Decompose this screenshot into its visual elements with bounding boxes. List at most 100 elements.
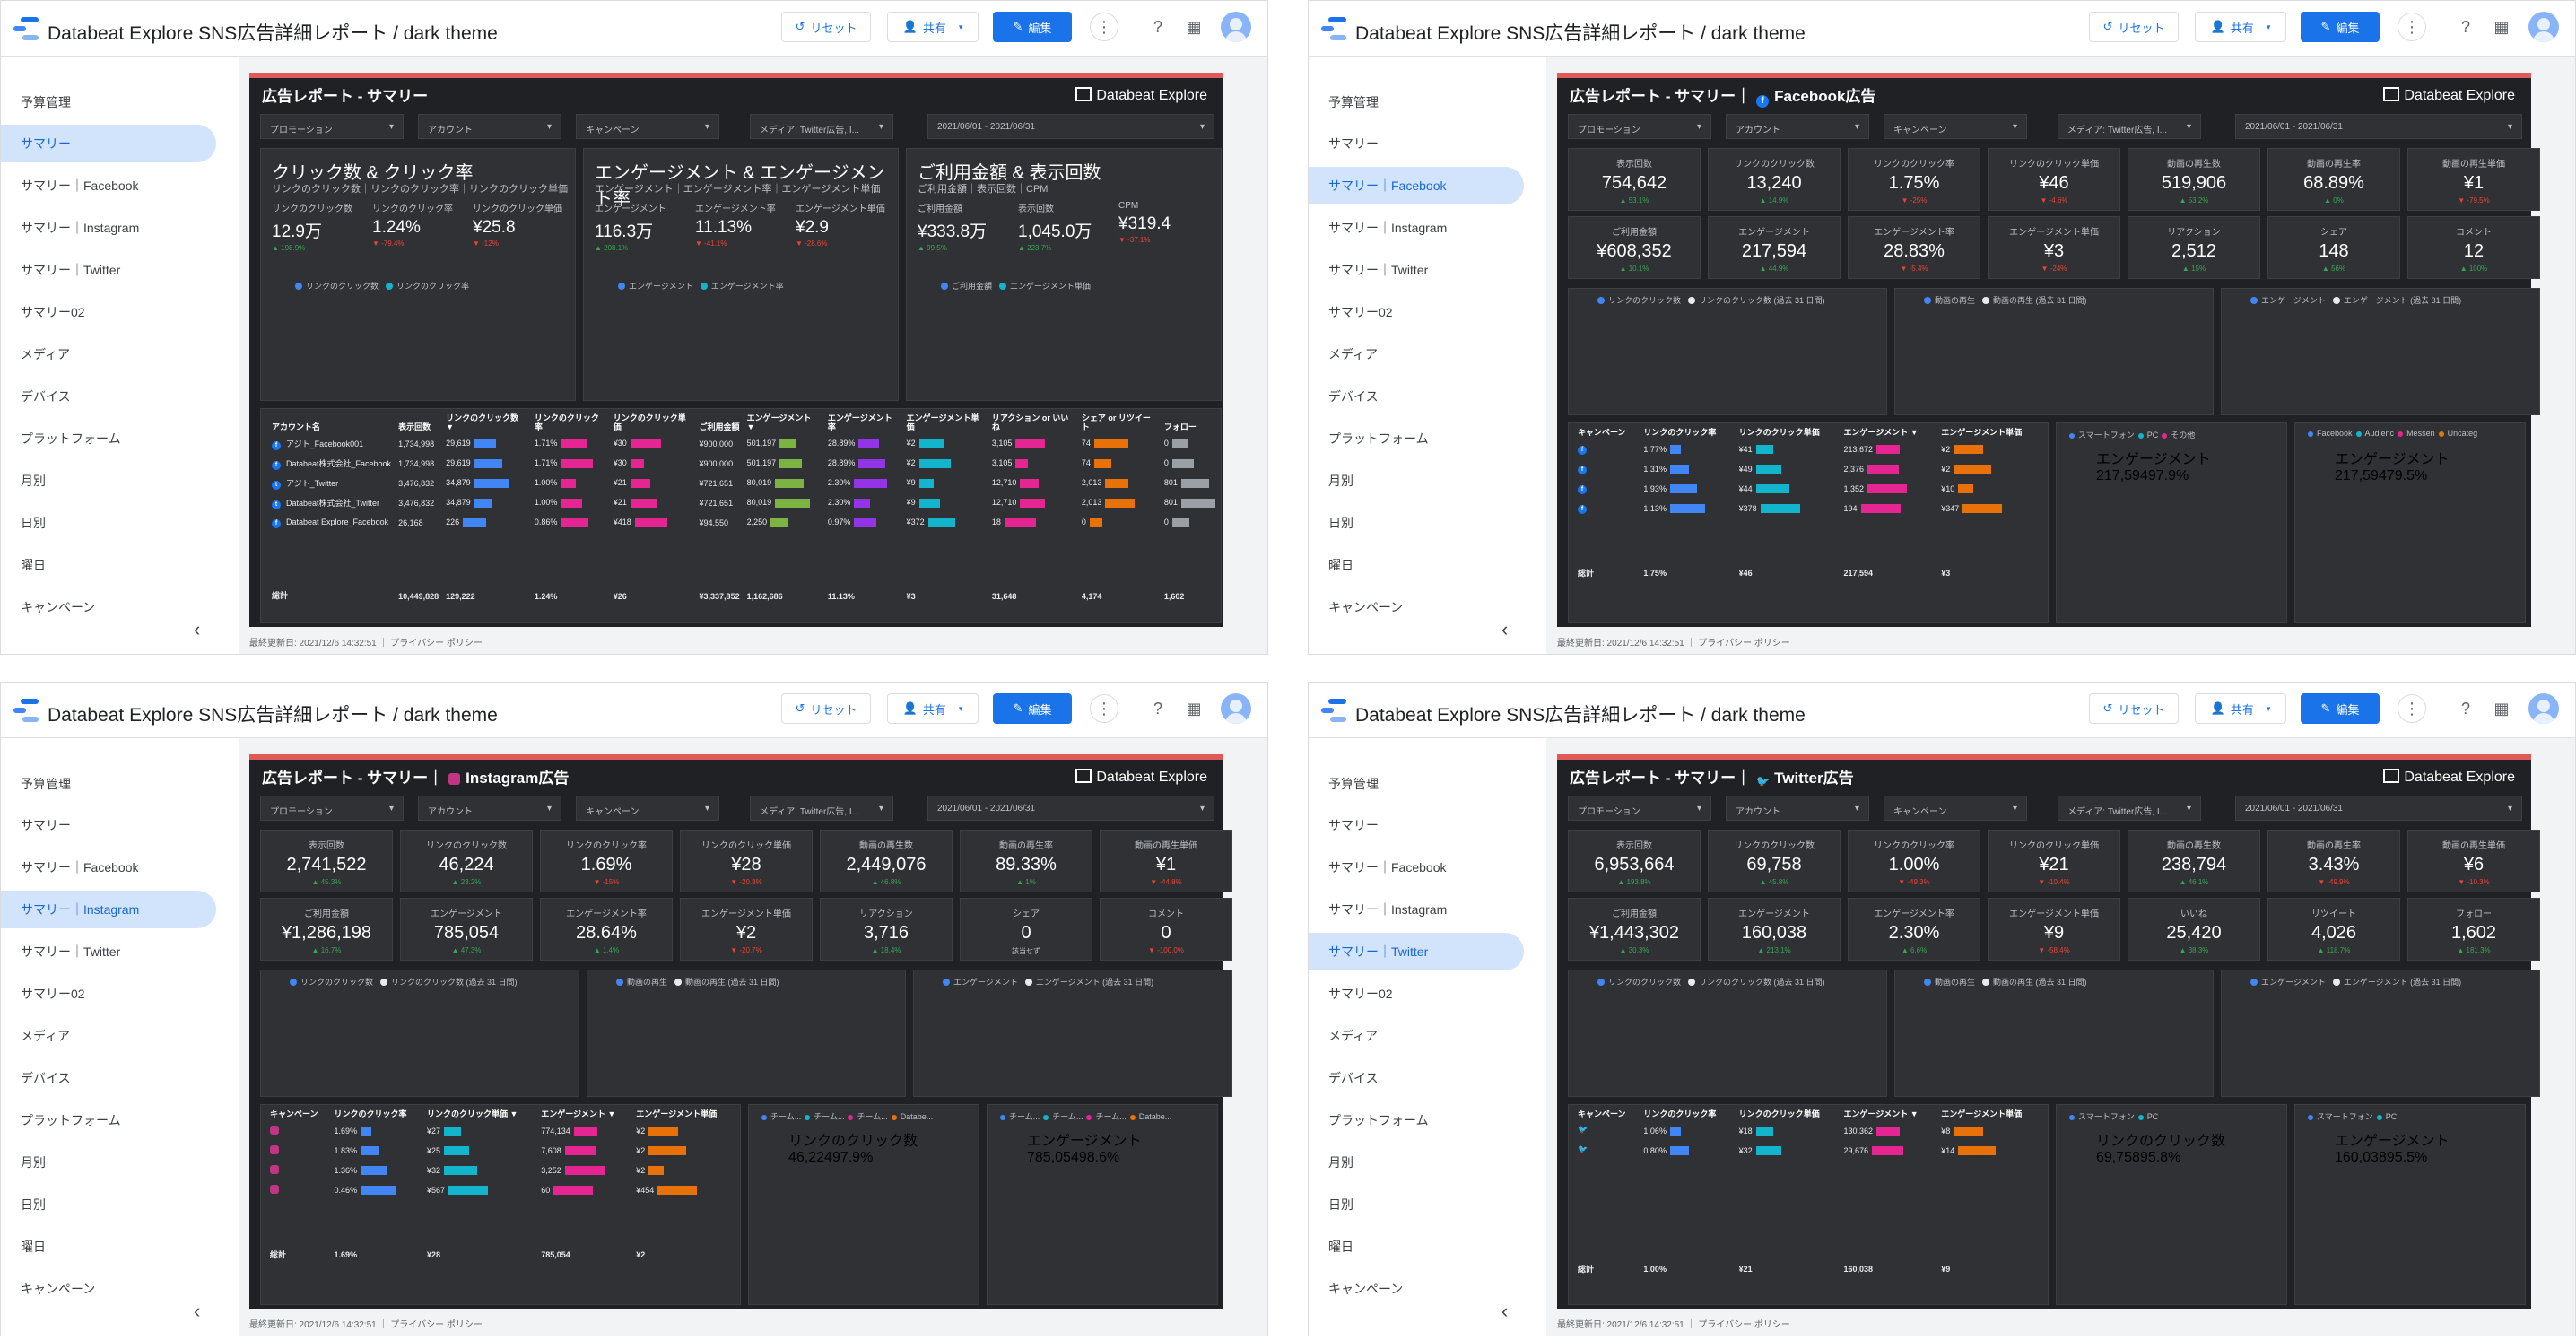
filter-date[interactable]: 2021/06/01 - 2021/06/31 ▾ [927, 114, 1214, 139]
edit-button[interactable]: ✎ 編集 [993, 12, 1072, 42]
table-row[interactable]: t Databeat株式会社_Twitter 3,476,832 34,879 1.00… [268, 493, 1219, 513]
share-button[interactable]: 👤 共有 ▾ [887, 693, 979, 724]
nav-item[interactable]: キャンペーン [21, 600, 96, 614]
table-row[interactable]: f 1.13% ¥378 194 ¥347 [1574, 499, 2042, 518]
nav-item[interactable]: 月別 [21, 1155, 46, 1170]
nav-item[interactable]: 予算管理 [21, 777, 71, 791]
nav-item[interactable]: サマリー｜Facebook [1328, 860, 1447, 874]
table-row[interactable]: t アジト_Twitter 3,476,832 34,879 1.00% ¥21 ¥721,… [268, 474, 1219, 493]
column-header[interactable]: リンクのクリック単価 [1738, 1109, 1820, 1118]
filter-date[interactable]: 2021/06/01 - 2021/06/31 ▾ [927, 796, 1214, 821]
column-header[interactable]: リンクのクリック率 [334, 1109, 407, 1118]
nav-item[interactable]: サマリー02 [1328, 987, 1393, 1001]
collapse-sidebar-icon[interactable]: ‹ [194, 618, 201, 640]
nav-item[interactable]: デバイス [1328, 389, 1379, 404]
nav-item[interactable]: サマリー｜Twitter [21, 263, 121, 277]
nav-item[interactable]: サマリー [1328, 818, 1379, 832]
nav-item[interactable]: キャンペーン [21, 1282, 96, 1296]
table-row[interactable]: f Databeat株式会社_Facebook 1,734,998 29,619 1.7… [268, 454, 1219, 474]
nav-item[interactable]: サマリー [1328, 136, 1379, 151]
nav-item[interactable]: デバイス [21, 1071, 71, 1085]
column-header[interactable]: 表示回数 [398, 422, 431, 431]
share-button[interactable]: 👤 共有 ▾ [2195, 12, 2286, 42]
nav-item[interactable]: サマリー｜Instagram [1328, 902, 1448, 917]
table-row[interactable]: 1.69% ¥27 774,134 ¥2 [266, 1121, 735, 1141]
collapse-sidebar-icon[interactable]: ‹ [1501, 1300, 1509, 1322]
help-icon[interactable]: ? [1153, 17, 1162, 36]
nav-item[interactable]: デバイス [21, 389, 71, 404]
filter-account[interactable]: アカウント ▾ [1726, 114, 1869, 139]
column-header[interactable]: エンゲージメント単価 [906, 413, 979, 431]
column-header[interactable]: キャンペーン [270, 1109, 318, 1118]
share-button[interactable]: 👤 共有 ▾ [2195, 693, 2286, 724]
edit-button[interactable]: ✎ 編集 [2301, 693, 2380, 724]
apps-grid-icon[interactable]: ▦ [1186, 17, 1202, 36]
help-icon[interactable]: ? [1153, 699, 1162, 718]
column-header[interactable]: エンゲージメント単価 [1941, 1109, 2023, 1118]
filter-promotion[interactable]: プロモーション ▾ [260, 114, 404, 139]
filter-media[interactable]: メディア: Twitter広告, I... ▾ [2058, 114, 2201, 139]
avatar[interactable] [2528, 12, 2559, 42]
column-header[interactable]: リンクのクリック単価 ▼ [427, 1109, 518, 1118]
apps-grid-icon[interactable]: ▦ [2493, 17, 2510, 36]
table-row[interactable]: f 1.31% ¥49 2,376 ¥2 [1574, 459, 2042, 479]
nav-item[interactable]: 予算管理 [21, 95, 71, 109]
nav-item[interactable]: サマリー｜Instagram [1328, 221, 1448, 235]
nav-item[interactable]: サマリー｜Twitter [1328, 263, 1429, 277]
filter-promotion[interactable]: プロモーション ▾ [1568, 796, 1711, 821]
filter-promotion[interactable]: プロモーション ▾ [1568, 114, 1711, 139]
nav-item[interactable]: 日別 [1328, 516, 1353, 530]
more-options-icon[interactable]: ⋮ [1090, 694, 1118, 723]
nav-item[interactable]: 曜日 [21, 1240, 46, 1254]
column-header[interactable]: キャンペーン [1578, 1109, 1626, 1118]
table-row[interactable]: 🐦 0.80% ¥32 29,676 ¥14 [1574, 1141, 2042, 1161]
nav-item[interactable]: 月別 [1328, 1155, 1353, 1170]
column-header[interactable]: リンクのクリック率 [534, 413, 599, 431]
nav-item[interactable]: 予算管理 [1328, 95, 1379, 109]
column-header[interactable]: リンクのクリック率 [1643, 1109, 1717, 1118]
nav-item[interactable]: プラットフォーム [21, 1113, 121, 1127]
table-row[interactable]: f 1.93% ¥44 1,352 ¥10 [1574, 479, 2042, 499]
filter-account[interactable]: アカウント ▾ [418, 114, 561, 139]
nav-item[interactable]: デバイス [1328, 1071, 1379, 1085]
nav-item[interactable]: メディア [21, 1029, 71, 1043]
column-header[interactable]: フォロー [1163, 422, 1197, 431]
nav-item[interactable]: 日別 [1328, 1197, 1353, 1212]
column-header[interactable]: アカウント名 [272, 422, 321, 431]
nav-item[interactable]: メディア [1328, 1029, 1379, 1043]
share-button[interactable]: 👤 共有 ▾ [887, 12, 979, 42]
nav-item[interactable]: 月別 [1328, 474, 1353, 488]
reset-button[interactable]: ↺ リセット [2089, 693, 2179, 724]
more-options-icon[interactable]: ⋮ [2398, 13, 2426, 41]
filter-promotion[interactable]: プロモーション ▾ [260, 796, 404, 821]
nav-item[interactable]: サマリー [21, 818, 71, 832]
collapse-sidebar-icon[interactable]: ‹ [1501, 618, 1509, 640]
table-row[interactable]: f 1.77% ¥41 213,672 ¥2 [1574, 439, 2042, 459]
edit-button[interactable]: ✎ 編集 [2301, 12, 2380, 42]
filter-campaign[interactable]: キャンペーン ▾ [576, 796, 719, 821]
more-options-icon[interactable]: ⋮ [1090, 13, 1118, 41]
column-header[interactable]: リアクション or いいね [991, 413, 1069, 431]
column-header[interactable]: エンゲージメント率 [827, 413, 892, 431]
filter-media[interactable]: メディア: Twitter広告, I... ▾ [750, 114, 893, 139]
column-header[interactable]: リンクのクリック数 ▼ [446, 413, 519, 431]
filter-account[interactable]: アカウント ▾ [1726, 796, 1869, 821]
apps-grid-icon[interactable]: ▦ [1186, 699, 1202, 718]
nav-item[interactable]: プラットフォーム [1328, 431, 1429, 446]
nav-item[interactable]: 曜日 [21, 558, 46, 572]
nav-item[interactable]: サマリー｜Facebook [1309, 167, 1524, 204]
filter-media[interactable]: メディア: Twitter広告, I... ▾ [2058, 796, 2201, 821]
nav-item[interactable]: サマリー｜Instagram [1, 891, 216, 928]
nav-item[interactable]: サマリー02 [21, 305, 85, 319]
help-icon[interactable]: ? [2460, 699, 2470, 718]
avatar[interactable] [2528, 693, 2559, 724]
filter-campaign[interactable]: キャンペーン ▾ [576, 114, 719, 139]
collapse-sidebar-icon[interactable]: ‹ [194, 1300, 201, 1322]
table-row[interactable]: f アジト_Facebook001 1,734,998 29,619 1.71% ¥30 ¥… [268, 434, 1219, 454]
table-row[interactable]: 0.46% ¥567 60 ¥454 [266, 1180, 735, 1200]
reset-button[interactable]: ↺ リセット [781, 12, 871, 42]
filter-campaign[interactable]: キャンペーン ▾ [1884, 796, 2027, 821]
more-options-icon[interactable]: ⋮ [2398, 694, 2426, 723]
nav-item[interactable]: 日別 [21, 516, 46, 530]
nav-item[interactable]: サマリー｜Twitter [1309, 933, 1524, 970]
